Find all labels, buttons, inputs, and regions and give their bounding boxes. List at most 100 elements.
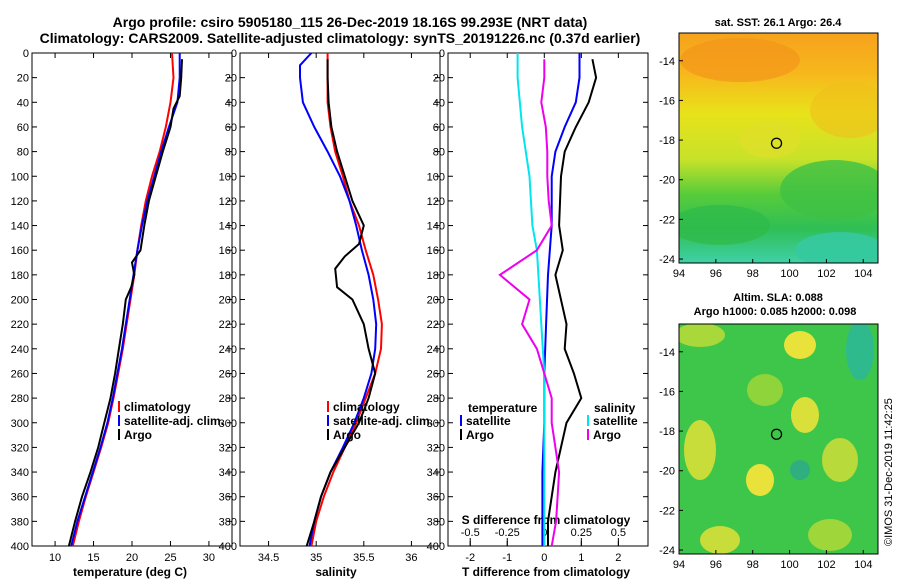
map-y-tick-label: -14 bbox=[659, 347, 675, 359]
sla-blob bbox=[747, 374, 783, 406]
x-tick-label: 25 bbox=[164, 552, 176, 564]
x-tick-label: 0 bbox=[541, 552, 547, 564]
sst-map-title: sat. SST: 26.1 Argo: 26.4 bbox=[715, 17, 843, 29]
depth-tick-label: 260 bbox=[219, 368, 237, 380]
depth-tick-label: 400 bbox=[11, 541, 29, 553]
depth-tick-label: 140 bbox=[219, 221, 237, 233]
map-y-tick-label: -20 bbox=[659, 175, 675, 187]
x-tick-label: 36 bbox=[405, 552, 417, 564]
sla-blob bbox=[679, 324, 725, 347]
depth-tick-label: 40 bbox=[225, 97, 237, 109]
s-tick-label: 0.5 bbox=[611, 527, 626, 539]
depth-tick-label: 160 bbox=[11, 245, 29, 257]
depth-tick-label: 320 bbox=[11, 442, 29, 454]
depth-tick-label: 220 bbox=[219, 319, 237, 331]
legend-swatch-t-argo bbox=[460, 429, 462, 440]
depth-tick-label: 60 bbox=[17, 122, 29, 134]
title-line-1: Argo profile: csiro 5905180_115 26-Dec-2… bbox=[113, 14, 588, 30]
depth-tick-label: 60 bbox=[225, 122, 237, 134]
depth-tick-label: 220 bbox=[11, 319, 29, 331]
depth-tick-label: 40 bbox=[433, 97, 445, 109]
legend-swatch-climatology bbox=[327, 401, 329, 412]
map-y-tick-label: -16 bbox=[659, 95, 675, 107]
depth-tick-label: 200 bbox=[11, 295, 29, 307]
depth-tick-label: 280 bbox=[219, 393, 237, 405]
title-line-2: Climatology: CARS2009. Satellite-adjuste… bbox=[40, 30, 641, 46]
depth-tick-label: 0 bbox=[23, 48, 29, 60]
map-x-tick-label: 100 bbox=[780, 268, 798, 280]
x-tick-label: 30 bbox=[203, 552, 215, 564]
depth-tick-label: 340 bbox=[11, 467, 29, 479]
legend-swatch-climatology bbox=[118, 401, 120, 412]
map-y-tick-label: -18 bbox=[659, 426, 675, 438]
sst-field bbox=[679, 33, 878, 263]
legend-argo: Argo bbox=[124, 428, 152, 442]
map-x-tick-label: 102 bbox=[817, 268, 835, 280]
depth-tick-label: 300 bbox=[11, 418, 29, 430]
legend-satellite-adj: satellite-adj. clim. bbox=[124, 414, 224, 428]
sla-blob bbox=[684, 420, 716, 480]
sst-green-patch bbox=[780, 160, 878, 220]
legend-climatology: climatology bbox=[333, 400, 400, 414]
argo-location-marker bbox=[770, 428, 783, 440]
sst-warm-patch bbox=[680, 38, 800, 82]
legend-salinity-title: salinity bbox=[594, 401, 636, 415]
depth-tick-label: 20 bbox=[17, 73, 29, 85]
legend-temperature-title: temperature bbox=[468, 401, 538, 415]
depth-tick-label: 180 bbox=[427, 270, 445, 282]
legend-s-satellite: satellite bbox=[593, 414, 638, 428]
sla-map-title-2: Argo h1000: 0.085 h2000: 0.098 bbox=[694, 306, 857, 318]
difference-legend: temperature satellite Argo salinity sate… bbox=[460, 401, 638, 442]
x-tick-label: 10 bbox=[49, 552, 61, 564]
legend-swatch-argo bbox=[327, 429, 329, 440]
x-tick-label: 2 bbox=[615, 552, 621, 564]
depth-tick-label: 280 bbox=[427, 393, 445, 405]
sla-blob bbox=[808, 519, 852, 551]
depth-tick-label: 340 bbox=[427, 467, 445, 479]
map-y-tick-label: -22 bbox=[659, 214, 675, 226]
depth-tick-label: 360 bbox=[427, 492, 445, 504]
legend-swatch-s-argo bbox=[587, 429, 589, 440]
sst-yellow-patch bbox=[740, 122, 800, 158]
sla-blob bbox=[790, 460, 810, 480]
map-x-tick-label: 98 bbox=[747, 559, 759, 571]
depth-tick-label: 20 bbox=[433, 73, 445, 85]
depth-tick-label: 180 bbox=[11, 270, 29, 282]
depth-tick-label: 240 bbox=[427, 344, 445, 356]
depth-tick-label: 120 bbox=[427, 196, 445, 208]
depth-tick-label: 240 bbox=[11, 344, 29, 356]
depth-tick-label: 300 bbox=[427, 418, 445, 430]
sla-blob bbox=[700, 526, 740, 554]
map-x-tick-label: 104 bbox=[854, 559, 872, 571]
series-line-salinity-argo bbox=[498, 59, 561, 547]
depth-tick-label: 320 bbox=[219, 442, 237, 454]
legend-swatch-argo bbox=[118, 429, 120, 440]
legend-climatology: climatology bbox=[124, 400, 191, 414]
salinity-legend: climatology satellite-adj. clim. Argo bbox=[327, 400, 433, 442]
depth-tick-label: 40 bbox=[17, 97, 29, 109]
sla-map: Altim. SLA: 0.088 Argo h1000: 0.085 h200… bbox=[659, 292, 879, 571]
temperature-xlabel: temperature (deg C) bbox=[73, 565, 187, 579]
depth-tick-label: 280 bbox=[11, 393, 29, 405]
x-tick-label: -2 bbox=[465, 552, 475, 564]
depth-tick-label: 260 bbox=[11, 368, 29, 380]
depth-tick-label: 80 bbox=[17, 147, 29, 159]
depth-tick-label: 0 bbox=[439, 48, 445, 60]
depth-tick-label: 400 bbox=[219, 541, 237, 553]
t-difference-xlabel: T difference from climatology bbox=[462, 565, 630, 579]
depth-tick-label: 380 bbox=[427, 516, 445, 528]
s-difference-xlabel: S difference from climatology bbox=[462, 513, 631, 527]
sst-patch bbox=[810, 82, 878, 138]
depth-tick-label: 200 bbox=[427, 295, 445, 307]
sla-blob bbox=[846, 324, 874, 380]
legend-t-argo: Argo bbox=[466, 428, 494, 442]
depth-tick-label: 120 bbox=[219, 196, 237, 208]
argo-location-marker bbox=[770, 137, 783, 149]
legend-swatch-t-satellite bbox=[460, 415, 462, 426]
difference-panel: T difference from climatology S differen… bbox=[427, 48, 649, 579]
depth-tick-label: 400 bbox=[427, 541, 445, 553]
depth-tick-label: 100 bbox=[11, 171, 29, 183]
depth-tick-label: 100 bbox=[427, 171, 445, 183]
legend-swatch-satellite bbox=[118, 415, 120, 426]
